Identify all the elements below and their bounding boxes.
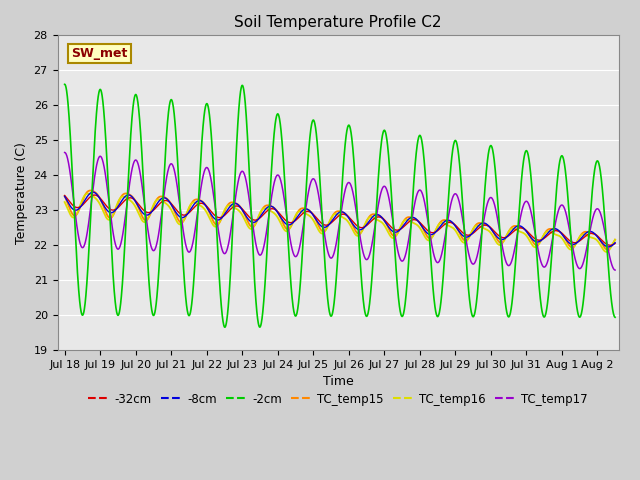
TC_temp16 <box>343 217 351 223</box>
-2cm <box>61 82 68 87</box>
-2cm <box>592 160 600 166</box>
-2cm <box>527 171 534 177</box>
-32cm <box>527 232 534 238</box>
TC_temp17 <box>422 207 430 213</box>
Line: -8cm: -8cm <box>65 192 615 247</box>
-32cm <box>93 193 101 199</box>
TC_temp17 <box>592 207 600 213</box>
TC_temp16 <box>603 249 611 255</box>
X-axis label: Time: Time <box>323 375 353 388</box>
Line: TC_temp15: TC_temp15 <box>65 191 615 250</box>
-8cm <box>89 189 97 195</box>
TC_temp17 <box>527 207 534 213</box>
Line: TC_temp16: TC_temp16 <box>65 193 615 252</box>
-8cm <box>527 234 534 240</box>
-32cm <box>91 192 99 198</box>
-8cm <box>406 216 413 221</box>
-2cm <box>221 324 228 330</box>
TC_temp15 <box>592 232 600 238</box>
-8cm <box>611 240 619 246</box>
TC_temp17 <box>61 150 68 156</box>
TC_temp16 <box>611 237 619 242</box>
-8cm <box>605 244 612 250</box>
TC_temp16 <box>592 237 600 242</box>
TC_temp17 <box>611 267 619 273</box>
TC_temp15 <box>611 237 619 242</box>
Legend: -32cm, -8cm, -2cm, TC_temp15, TC_temp16, TC_temp17: -32cm, -8cm, -2cm, TC_temp15, TC_temp16,… <box>84 388 593 410</box>
TC_temp16 <box>93 197 101 203</box>
TC_temp15 <box>93 192 101 197</box>
TC_temp15 <box>86 188 94 193</box>
-8cm <box>592 232 600 238</box>
TC_temp16 <box>84 191 92 196</box>
TC_temp15 <box>527 235 534 241</box>
-2cm <box>611 314 619 320</box>
TC_temp16 <box>406 218 413 224</box>
-32cm <box>422 227 430 232</box>
TC_temp17 <box>406 233 413 239</box>
Text: SW_met: SW_met <box>72 48 128 60</box>
-2cm <box>343 126 351 132</box>
Title: Soil Temperature Profile C2: Soil Temperature Profile C2 <box>234 15 442 30</box>
TC_temp16 <box>422 236 430 242</box>
-32cm <box>606 242 614 248</box>
-8cm <box>93 192 101 198</box>
-8cm <box>61 193 68 199</box>
Line: -32cm: -32cm <box>65 195 615 245</box>
TC_temp15 <box>343 213 351 218</box>
-8cm <box>422 229 430 235</box>
-32cm <box>611 240 619 246</box>
TC_temp16 <box>527 240 534 245</box>
Y-axis label: Temperature (C): Temperature (C) <box>15 142 28 244</box>
TC_temp17 <box>343 182 351 188</box>
-32cm <box>61 192 68 198</box>
-2cm <box>422 186 430 192</box>
-32cm <box>592 232 600 238</box>
-2cm <box>93 105 100 111</box>
TC_temp15 <box>604 247 611 252</box>
TC_temp15 <box>61 193 68 199</box>
TC_temp16 <box>61 199 68 205</box>
-32cm <box>406 218 413 224</box>
-2cm <box>406 245 413 251</box>
Line: TC_temp17: TC_temp17 <box>65 153 615 270</box>
Line: -2cm: -2cm <box>65 84 615 327</box>
TC_temp15 <box>406 214 413 220</box>
-8cm <box>343 213 351 218</box>
TC_temp15 <box>422 232 430 238</box>
TC_temp17 <box>93 161 100 167</box>
-32cm <box>343 213 351 218</box>
